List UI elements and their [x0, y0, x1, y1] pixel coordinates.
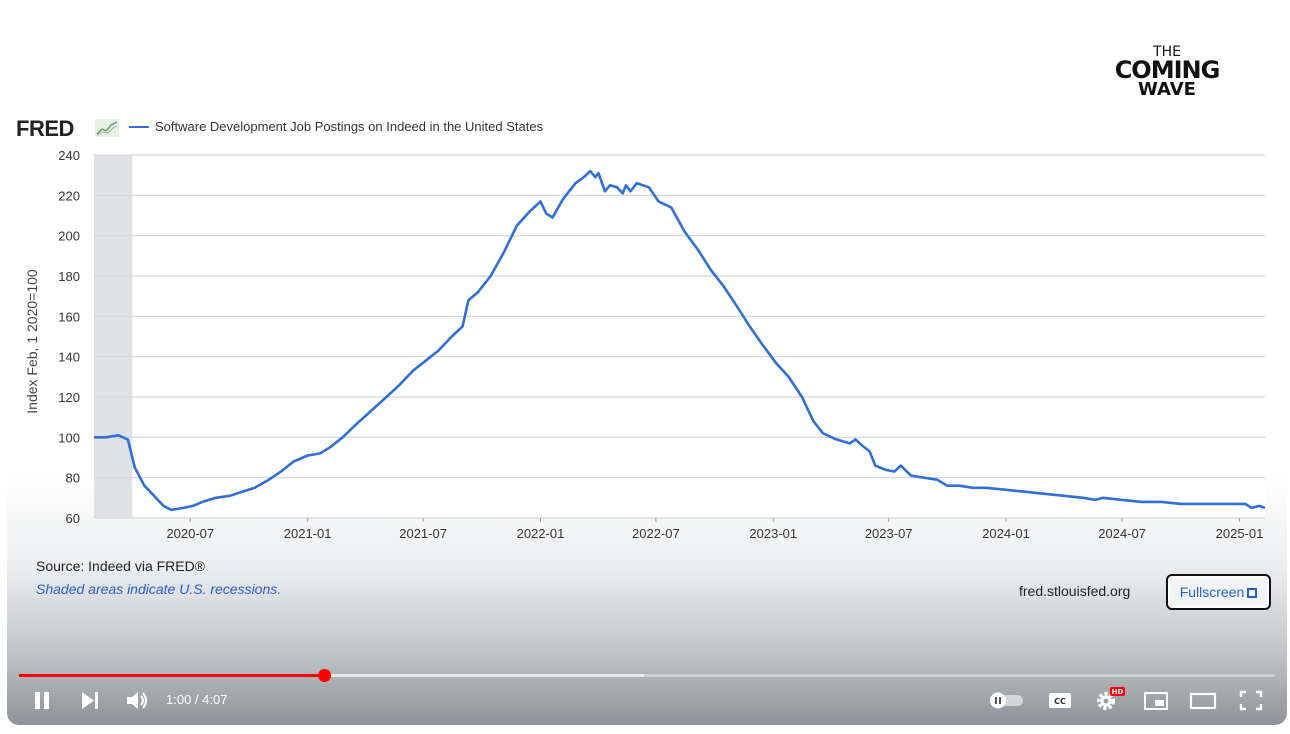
pause-button[interactable] [29, 685, 55, 715]
captions-icon: CC [1049, 693, 1071, 708]
time-display: 1:00 / 4:07 [166, 692, 228, 707]
plot-area [94, 155, 1265, 518]
miniplayer-button[interactable] [1141, 685, 1171, 715]
fullscreen-button[interactable] [1236, 685, 1266, 715]
autoplay-toggle-icon [990, 692, 1023, 709]
next-button[interactable] [77, 685, 103, 715]
x-tick-label: 2024-01 [982, 526, 1030, 541]
gear-icon: HD [1097, 687, 1125, 710]
next-icon [82, 692, 98, 709]
autoplay-toggle[interactable] [987, 685, 1027, 715]
legend-label: Software Development Job Postings on Ind… [155, 119, 544, 134]
x-tick-label: 2024-07 [1098, 526, 1146, 541]
y-tick-label: 200 [58, 229, 80, 244]
progress-bar[interactable] [19, 669, 1275, 682]
line-chart: 60 80 100 120 140 160 180 200 220 240 2020-07 2021-… [24, 148, 1266, 541]
miniplayer-icon [1144, 692, 1168, 710]
y-tick-label: 120 [58, 390, 80, 405]
y-tick-label: 60 [66, 511, 80, 526]
y-tick-label: 160 [58, 309, 80, 324]
x-tick-label: 2022-07 [632, 526, 680, 541]
site-url: fred.stlouisfed.org [1019, 583, 1131, 599]
captions-label: CC [1054, 697, 1066, 706]
logo-line-2: COMING [1114, 56, 1221, 84]
y-tick-label: 240 [58, 148, 80, 163]
progress-buffered [19, 674, 645, 677]
fullscreen-icon [1239, 690, 1263, 711]
video-frame[interactable]: THE COMING WAVE FRED Software Developmen… [7, 5, 1287, 725]
y-axis-label: Index Feb, 1 2020=100 [24, 269, 40, 414]
x-tick-label: 2025-01 [1216, 526, 1264, 541]
logo-line-3: WAVE [1138, 79, 1196, 100]
x-tick-label: 2020-07 [166, 526, 214, 541]
x-tick-label: 2021-07 [399, 526, 447, 541]
y-tick-label: 80 [66, 471, 80, 486]
fred-logo: FRED [16, 116, 74, 141]
x-tick-label: 2022-01 [517, 526, 565, 541]
y-tick-label: 180 [58, 269, 80, 284]
theater-mode-icon [1189, 692, 1217, 710]
x-tick-label: 2021-01 [284, 526, 332, 541]
settings-button[interactable]: HD [1091, 685, 1125, 715]
x-tick-label: 2023-01 [749, 526, 797, 541]
hd-badge: HD [1112, 688, 1124, 696]
channel-logo: THE COMING WAVE [1107, 45, 1227, 105]
logo-line-1: THE [1153, 44, 1181, 60]
pause-icon [35, 692, 49, 709]
legend-swatch [129, 126, 149, 128]
y-tick-label: 220 [58, 188, 80, 203]
volume-button[interactable] [123, 685, 153, 715]
y-tick-label: 100 [58, 430, 80, 445]
recession-note: Shaded areas indicate U.S. recessions. [36, 581, 282, 597]
video-player[interactable]: THE COMING WAVE FRED Software Developmen… [7, 5, 1287, 725]
y-tick-label: 140 [58, 350, 80, 365]
x-tick-label: 2023-07 [865, 526, 913, 541]
fred-fullscreen-button: Fullscreen [1166, 574, 1271, 610]
progress-scrubber[interactable] [318, 669, 332, 682]
series-line [94, 169, 1266, 512]
source-text: Source: Indeed via FRED® [36, 558, 206, 574]
volume-icon [127, 692, 147, 709]
progress-played [19, 674, 325, 677]
expand-icon [1247, 588, 1258, 598]
fred-chart-icon [95, 119, 119, 137]
theater-mode-button[interactable] [1187, 685, 1219, 715]
recession-band [94, 155, 133, 518]
fullscreen-label: Fullscreen [1179, 584, 1245, 600]
captions-button[interactable]: CC [1045, 685, 1075, 715]
